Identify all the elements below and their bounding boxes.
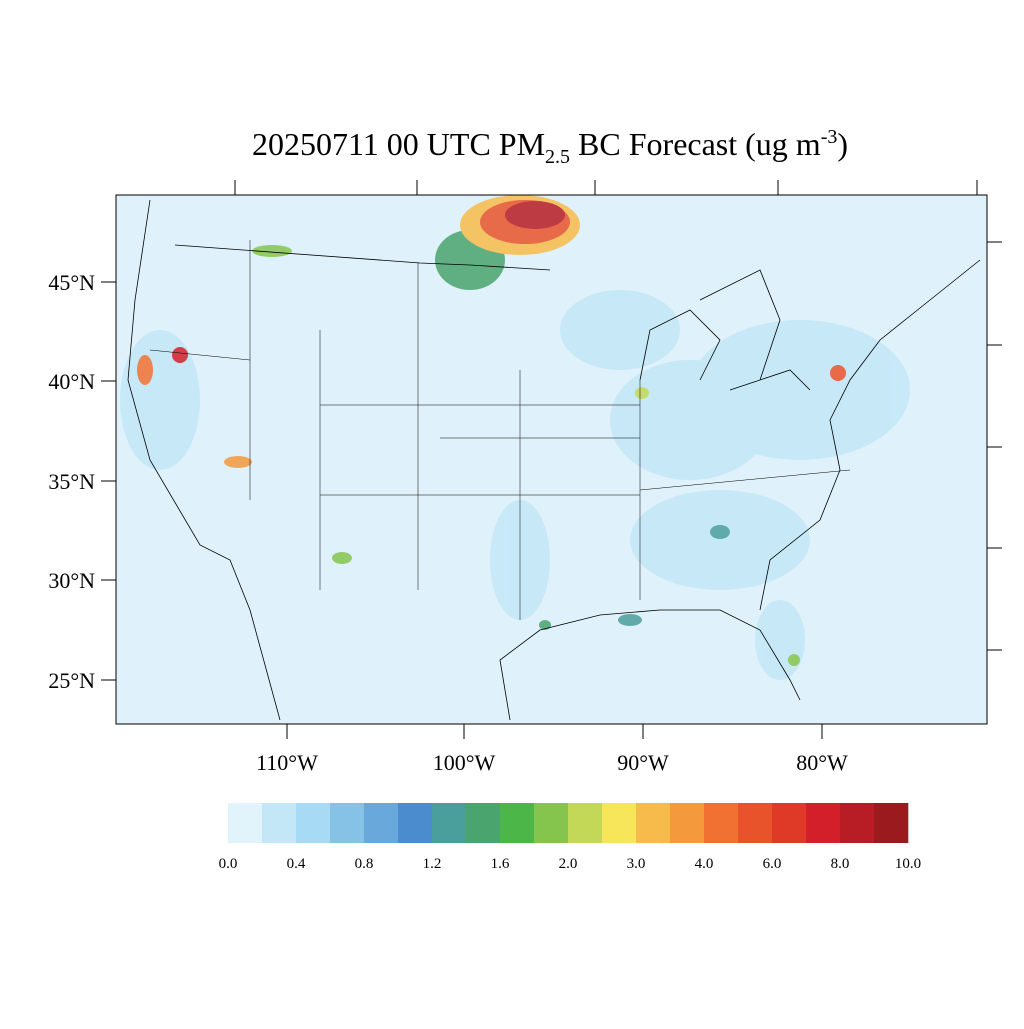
- coastlines: [127, 199, 981, 721]
- colorbar-label: 4.0: [695, 856, 714, 872]
- title-superscript: -3: [821, 126, 838, 148]
- colorbar: 0.0 0.4 0.8 1.2 1.6 2.0 3.0 4.0 6.0 8.0 10.0: [219, 803, 921, 872]
- map-background: [116, 195, 987, 724]
- colorbar-swatch: [534, 803, 569, 843]
- colorbar-label: 0.0: [219, 856, 238, 872]
- colorbar-swatch: [772, 803, 807, 843]
- latitude-label: 35°N: [48, 469, 95, 494]
- colorbar-label: 1.6: [491, 856, 510, 872]
- colorbar-swatch: [602, 803, 637, 843]
- colorbar-label: 2.0: [559, 856, 578, 872]
- map-frame: [115, 194, 988, 725]
- colorbar-swatch: [432, 803, 467, 843]
- map-panel: [101, 180, 1002, 739]
- colorbar-label: 10.0: [895, 856, 921, 872]
- colorbar-label: 1.2: [423, 856, 442, 872]
- colorbar-swatch: [364, 803, 399, 843]
- colorbar-label: 6.0: [763, 856, 782, 872]
- title-text: BC Forecast (ug m: [570, 126, 821, 162]
- colorbar-label: 3.0: [627, 856, 646, 872]
- colorbar-swatch: [636, 803, 671, 843]
- colorbar-swatch: [568, 803, 603, 843]
- map-ticks: [101, 180, 1002, 739]
- colorbar-swatch: [330, 803, 365, 843]
- colorbar-swatch: [738, 803, 773, 843]
- colorbar-swatch: [262, 803, 297, 843]
- longitude-label: 110°W: [256, 750, 318, 775]
- colorbar-swatch: [398, 803, 433, 843]
- latitude-label: 45°N: [48, 270, 95, 295]
- state-borders: [149, 240, 851, 620]
- colorbar-swatch: [874, 803, 909, 843]
- colorbar-swatch: [500, 803, 535, 843]
- colorbar-swatch: [228, 803, 263, 843]
- axis-labels: 45°N 40°N 35°N 30°N 25°N 110°W 100°W 90°W 80°W: [48, 270, 848, 775]
- latitude-label: 40°N: [48, 369, 95, 394]
- latitude-label: 25°N: [48, 668, 95, 693]
- colorbar-swatch: [704, 803, 739, 843]
- latitude-label: 30°N: [48, 568, 95, 593]
- title-subscript: 2.5: [545, 146, 570, 168]
- colorbar-swatch: [806, 803, 841, 843]
- title: 20250711 00 UTC PM2.5 BC Forecast (ug m-…: [252, 126, 848, 168]
- colorbar-swatch: [670, 803, 705, 843]
- colorbar-swatch: [840, 803, 875, 843]
- longitude-label: 100°W: [433, 750, 496, 775]
- longitude-label: 90°W: [617, 750, 669, 775]
- colorbar-label: 8.0: [831, 856, 850, 872]
- title-text: 20250711 00 UTC PM: [252, 126, 545, 162]
- colorbar-label: 0.4: [287, 856, 306, 872]
- colorbar-swatch: [296, 803, 331, 843]
- colorbar-swatch: [466, 803, 501, 843]
- title-text: ): [837, 126, 848, 162]
- longitude-label: 80°W: [796, 750, 848, 775]
- colorbar-label: 0.8: [355, 856, 374, 872]
